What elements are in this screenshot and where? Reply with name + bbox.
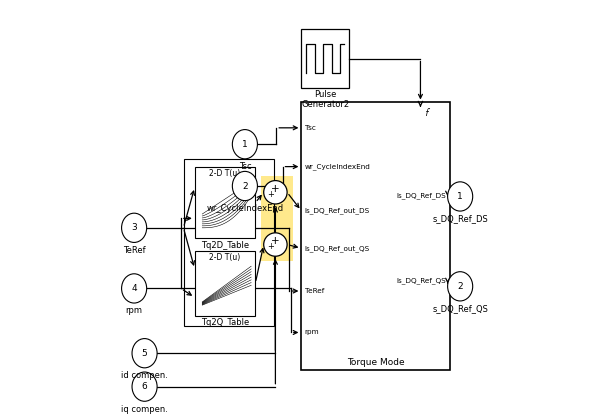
Circle shape	[264, 181, 287, 204]
Text: id compen.: id compen.	[121, 371, 168, 380]
Text: 2: 2	[242, 181, 247, 191]
Bar	[301, 102, 450, 370]
Text: +: +	[271, 184, 280, 194]
Text: $\mathcal{f}$: $\mathcal{f}$	[424, 106, 431, 117]
Text: s_DQ_Ref_QS: s_DQ_Ref_QS	[432, 304, 488, 314]
Text: 1: 1	[457, 192, 463, 201]
Text: Pulse
Generator2: Pulse Generator2	[301, 90, 349, 109]
Text: Tq2Q_Table: Tq2Q_Table	[201, 318, 249, 327]
Bar	[185, 159, 274, 326]
Bar	[195, 167, 255, 238]
Bar	[261, 176, 293, 261]
Text: ls_DQ_Ref_QS: ls_DQ_Ref_QS	[397, 277, 447, 284]
Text: 2-D T(u): 2-D T(u)	[210, 169, 241, 178]
Text: 1: 1	[242, 140, 248, 149]
Text: 2-D T(u): 2-D T(u)	[210, 253, 241, 262]
Text: s_DQ_Ref_DS: s_DQ_Ref_DS	[433, 214, 488, 224]
Text: 3: 3	[131, 223, 137, 232]
Ellipse shape	[232, 130, 257, 159]
Text: Torque Mode: Torque Mode	[346, 357, 404, 367]
Ellipse shape	[122, 213, 147, 242]
Text: wr_CycleIndexEnd: wr_CycleIndexEnd	[305, 163, 370, 170]
Circle shape	[264, 233, 287, 256]
Text: ls_DQ_Ref_out_QS: ls_DQ_Ref_out_QS	[305, 245, 370, 252]
Text: TeRef: TeRef	[123, 246, 145, 255]
Text: Tsc: Tsc	[305, 125, 315, 131]
Text: Tsc: Tsc	[238, 162, 251, 171]
Ellipse shape	[232, 171, 257, 201]
Text: ls_DQ_Ref_out_DS: ls_DQ_Ref_out_DS	[305, 207, 370, 214]
Text: wr_CycleIndexEnd: wr_CycleIndexEnd	[207, 204, 284, 213]
Ellipse shape	[448, 182, 473, 211]
Text: 4: 4	[131, 284, 137, 293]
Ellipse shape	[132, 339, 157, 368]
Text: TeRef: TeRef	[305, 288, 324, 294]
Text: 5: 5	[142, 349, 147, 358]
Text: +: +	[271, 236, 280, 246]
Text: 6: 6	[142, 382, 147, 391]
Text: ls_DQ_Ref_DS: ls_DQ_Ref_DS	[397, 193, 447, 199]
Ellipse shape	[132, 372, 157, 401]
Ellipse shape	[122, 274, 147, 303]
Text: Tq2D_Table: Tq2D_Table	[201, 241, 249, 250]
Text: 2: 2	[458, 282, 463, 291]
Text: rpm: rpm	[126, 306, 142, 316]
Ellipse shape	[448, 272, 473, 301]
Text: +: +	[267, 190, 274, 199]
Text: +: +	[267, 242, 274, 251]
Bar	[301, 29, 349, 88]
Text: rpm: rpm	[305, 329, 320, 336]
Bar	[195, 251, 255, 316]
Text: iq compen.: iq compen.	[121, 405, 168, 414]
